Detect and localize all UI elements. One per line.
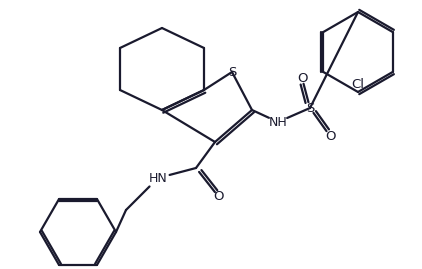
Text: HN: HN bbox=[149, 172, 168, 185]
Text: O: O bbox=[325, 129, 335, 143]
Text: Cl: Cl bbox=[352, 77, 365, 90]
Text: S: S bbox=[306, 101, 314, 115]
Text: S: S bbox=[228, 65, 236, 79]
Text: NH: NH bbox=[269, 115, 287, 129]
Text: O: O bbox=[297, 72, 307, 84]
Text: O: O bbox=[213, 189, 223, 203]
